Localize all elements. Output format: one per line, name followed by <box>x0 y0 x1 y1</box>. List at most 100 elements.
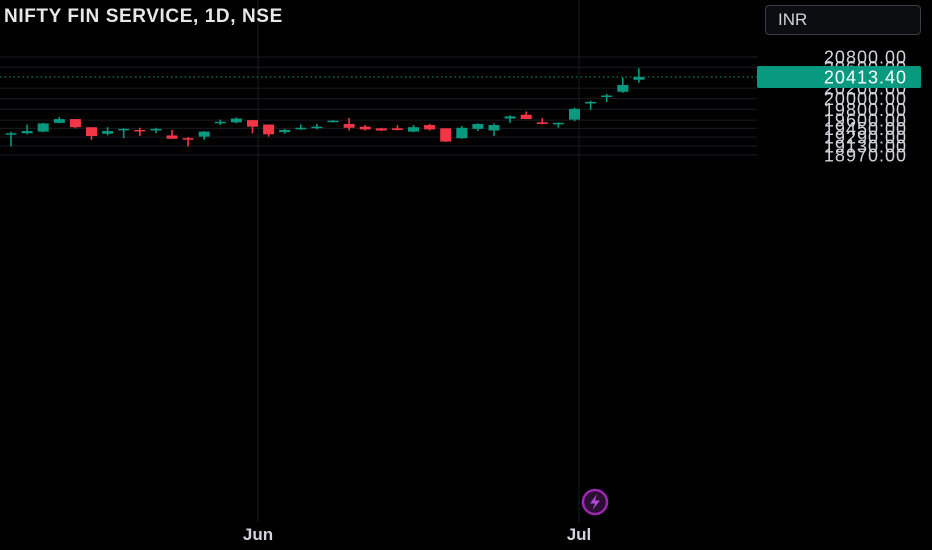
candle-body <box>86 127 97 136</box>
candle <box>214 119 226 126</box>
candle <box>102 127 114 136</box>
candle <box>569 107 580 122</box>
candle <box>520 111 532 120</box>
candle <box>247 120 258 134</box>
candle-body <box>69 119 81 128</box>
candle-body <box>633 76 645 80</box>
candle-body <box>456 127 468 139</box>
candle <box>456 126 468 139</box>
candle-body <box>617 84 629 92</box>
replay-button[interactable] <box>581 488 609 516</box>
candle-body <box>311 126 323 129</box>
y-tick-label: 19800.00 <box>824 100 907 120</box>
candle-body <box>343 123 355 128</box>
y-tick-label: 19130.00 <box>824 136 907 156</box>
candle-body <box>198 131 210 137</box>
candle-body <box>504 116 516 119</box>
candle-body <box>37 123 49 132</box>
candle-body <box>230 118 242 123</box>
candle-body <box>488 125 500 131</box>
candle <box>359 125 371 131</box>
candle-body <box>327 120 339 123</box>
chart-title: NIFTY FIN SERVICE, 1D, NSE <box>4 6 283 27</box>
candle-body <box>263 124 275 135</box>
candles <box>5 68 645 147</box>
candle-body <box>295 127 307 130</box>
candle-body <box>391 128 403 130</box>
candle-body <box>21 131 33 134</box>
candle <box>5 131 17 147</box>
candle <box>488 123 500 136</box>
candle-body <box>118 128 130 131</box>
candle <box>86 127 97 140</box>
candle <box>440 128 452 143</box>
candle-body <box>134 129 146 132</box>
candle-body <box>569 108 580 120</box>
candle-body <box>150 128 162 131</box>
candle <box>617 77 629 93</box>
y-tick-label: 18970.00 <box>824 145 907 165</box>
candle-body <box>182 138 194 140</box>
last-price-badge <box>757 65 921 88</box>
candle <box>166 129 178 139</box>
candle-body <box>472 123 484 129</box>
y-tick-label: 19290.00 <box>824 128 907 148</box>
candle <box>585 100 597 110</box>
x-tick-label: Jul <box>567 525 592 544</box>
candle-body <box>375 128 387 131</box>
y-tick-label: 19600.00 <box>824 111 907 131</box>
candle <box>69 119 81 129</box>
lightning-bolt-icon <box>590 494 600 510</box>
candle <box>327 120 339 123</box>
candle <box>424 123 436 131</box>
candle-body <box>601 95 613 98</box>
candle-body <box>53 119 65 123</box>
candle <box>134 127 146 136</box>
candle-body <box>279 129 291 133</box>
candle <box>601 93 613 102</box>
grid-lines <box>0 0 757 522</box>
candle-body <box>408 127 419 132</box>
x-tick-label: Jun <box>243 525 273 544</box>
candle <box>633 68 645 83</box>
candle-body <box>247 120 258 127</box>
candle-body <box>520 114 532 120</box>
candle <box>295 124 307 130</box>
candle-body <box>536 122 548 124</box>
candle <box>182 137 194 147</box>
candle <box>21 124 33 135</box>
candle <box>37 122 49 133</box>
y-tick-label: 20000.00 <box>824 89 907 109</box>
price-axis[interactable]: 20800.0020600.0020200.0020000.0019800.00… <box>824 48 907 166</box>
y-tick-label: 20800.00 <box>824 48 907 68</box>
candle <box>279 128 291 134</box>
candle-body <box>585 101 597 104</box>
candle <box>552 122 564 128</box>
candle-body <box>214 121 226 124</box>
candle <box>375 127 387 132</box>
candle-body <box>359 126 371 130</box>
candle <box>536 117 548 125</box>
candle <box>198 131 210 140</box>
candle <box>472 123 484 132</box>
candle <box>53 116 65 124</box>
currency-selector[interactable]: INR <box>765 5 921 35</box>
last-price-label: 20413.40 <box>824 67 907 87</box>
y-tick-label: 19450.00 <box>824 119 907 139</box>
candle <box>150 127 162 134</box>
candle-body <box>440 128 452 142</box>
candle-body <box>552 122 564 125</box>
last-price-marker: 20413.40 <box>0 65 921 88</box>
candle-body <box>166 135 178 139</box>
candle <box>391 125 403 131</box>
candle <box>118 128 130 139</box>
candle <box>230 117 242 124</box>
candle-body <box>424 125 436 130</box>
candle <box>263 124 275 137</box>
time-axis[interactable]: Jun Jul <box>243 525 591 544</box>
candle-body <box>5 133 17 135</box>
candle <box>408 125 419 133</box>
candle <box>311 123 323 130</box>
